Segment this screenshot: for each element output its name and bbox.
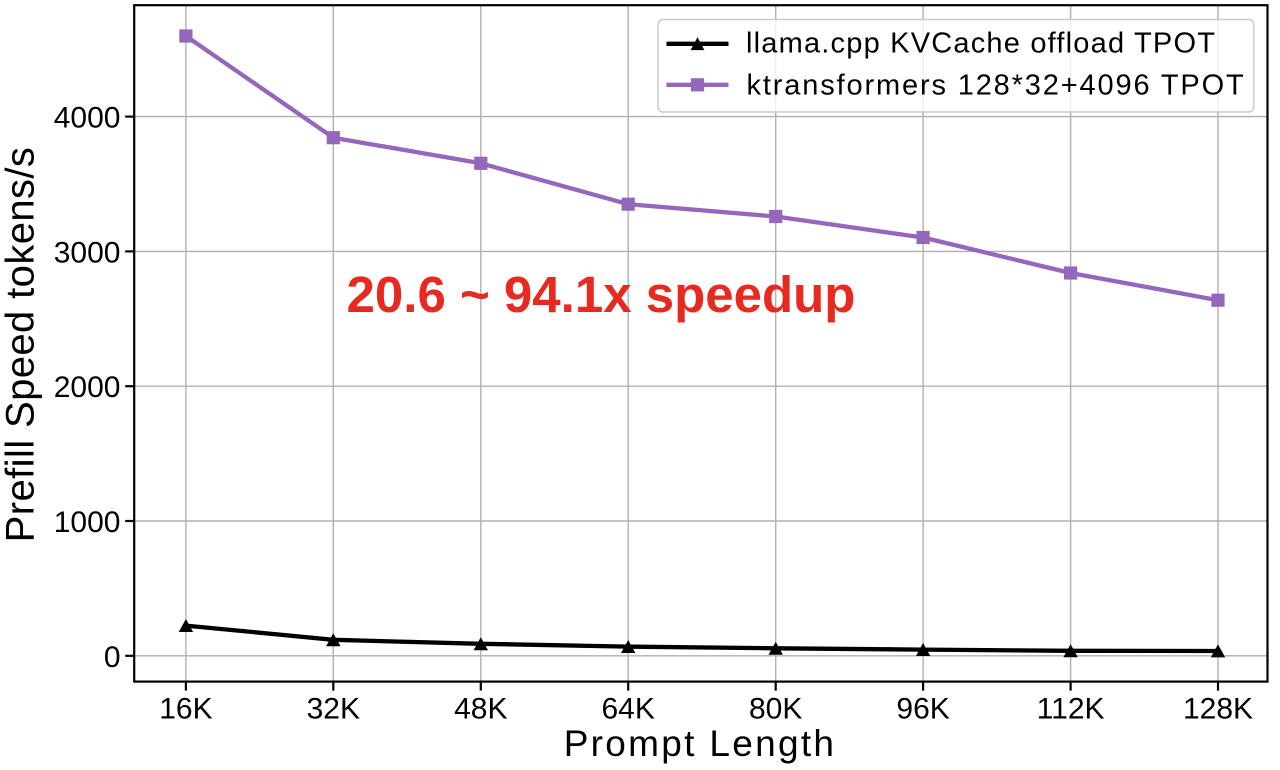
svg-text:1000: 1000 [54,506,121,539]
svg-text:128K: 128K [1183,693,1253,726]
svg-text:16K: 16K [159,693,212,726]
svg-text:96K: 96K [896,693,949,726]
svg-text:80K: 80K [749,693,802,726]
svg-text:48K: 48K [454,693,507,726]
svg-text:20.6 ~ 94.1x speedup: 20.6 ~ 94.1x speedup [347,266,856,323]
svg-text:4000: 4000 [54,102,121,135]
svg-text:2000: 2000 [54,371,121,404]
svg-text:64K: 64K [602,693,655,726]
svg-text:ktransformers 128*32+4096 TPOT: ktransformers 128*32+4096 TPOT [747,69,1246,101]
svg-text:Prompt Length: Prompt Length [564,723,837,764]
svg-text:0: 0 [104,641,121,674]
svg-text:llama.cpp KVCache offload TPOT: llama.cpp KVCache offload TPOT [746,27,1216,59]
svg-text:112K: 112K [1037,693,1105,726]
svg-text:32K: 32K [307,693,360,726]
svg-text:Prefill Speed tokens/s: Prefill Speed tokens/s [0,147,43,543]
svg-text:3000: 3000 [54,236,121,269]
